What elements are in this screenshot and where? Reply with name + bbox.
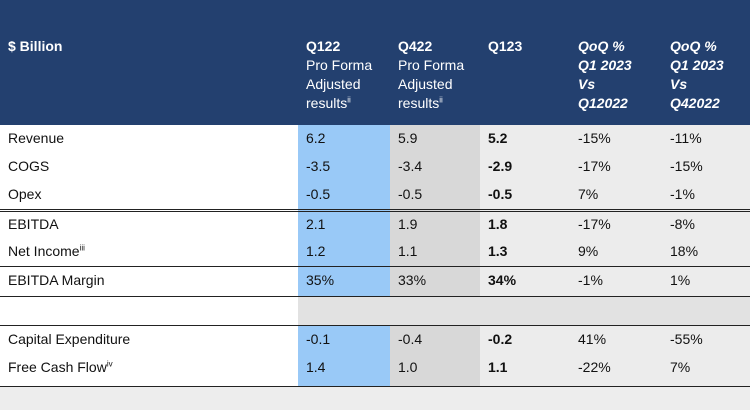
row-divider [0, 386, 750, 387]
header-q422-sub2: Adjusted [398, 76, 453, 92]
q122-column-bg [298, 125, 390, 387]
table-row: Free Cash Flowiv 1.4 1.0 1.1 -22% 7% [8, 359, 691, 375]
header-q422-title: Q422 [398, 38, 433, 54]
header-qoq1-sub1: Q1 2023 [578, 57, 632, 73]
label-column-bg-lower [0, 325, 298, 387]
header-q122: Q122 Pro Forma Adjusted resultsii [306, 37, 372, 113]
header-q123: Q123 [488, 37, 522, 56]
q422-column-bg [390, 125, 480, 387]
footnote-ref: ii [439, 95, 443, 105]
row-divider [0, 209, 750, 210]
header-q422-sub3: resultsii [398, 95, 443, 111]
header-q422: Q422 Pro Forma Adjusted resultsii [398, 37, 464, 113]
header-q122-title: Q122 [306, 38, 341, 54]
comparison-columns-bg [480, 125, 750, 387]
footnote-ref: ii [347, 95, 351, 105]
row-divider [0, 325, 750, 326]
header-qoq2-title: QoQ % [670, 38, 717, 54]
table-row: Revenue 6.2 5.9 5.2 -15% -11% [8, 130, 702, 146]
table-row: Capital Expenditure -0.1 -0.4 -0.2 41% -… [8, 331, 703, 347]
footnote-ref: iv [106, 359, 113, 369]
header-q122-sub2: Adjusted [306, 76, 361, 92]
table-row: EBITDA 2.1 1.9 1.8 -17% -8% [8, 216, 695, 232]
header-metric: $ Billion [8, 38, 63, 54]
header-qoq1: QoQ % Q1 2023 Vs Q12022 [578, 37, 632, 113]
header-qoq1-sub2: Vs [578, 76, 596, 92]
header-q123-title: Q123 [488, 38, 523, 54]
header-qoq1-sub3: Q12022 [578, 95, 628, 111]
header-qoq2-sub2: Vs [670, 76, 688, 92]
header-q422-sub1: Pro Forma [398, 57, 465, 73]
row-divider [0, 296, 750, 297]
header-qoq2: QoQ % Q1 2023 Vs Q42022 [670, 37, 724, 113]
header-qoq2-sub1: Q1 2023 [670, 57, 724, 73]
footnote-ref: iii [79, 243, 85, 253]
spacer-row-left [0, 297, 298, 325]
table-row: EBITDA Margin 35% 33% 34% -1% 1% [8, 272, 691, 288]
spacer-row-right [298, 297, 750, 325]
header-q122-sub3: resultsii [306, 95, 351, 111]
header-qoq2-sub3: Q42022 [670, 95, 720, 111]
table-header: $ Billion Q122 Pro Forma Adjusted result… [0, 0, 750, 125]
row-divider [0, 211, 750, 212]
row-divider [0, 266, 750, 267]
header-qoq1-title: QoQ % [578, 38, 625, 54]
table-row: Opex -0.5 -0.5 -0.5 7% -1% [8, 186, 695, 202]
table-row: COGS -3.5 -3.4 -2.9 -17% -15% [8, 158, 703, 174]
header-q122-sub1: Pro Forma [306, 57, 373, 73]
table-row: Net Incomeiii 1.2 1.1 1.3 9% 18% [8, 243, 699, 259]
